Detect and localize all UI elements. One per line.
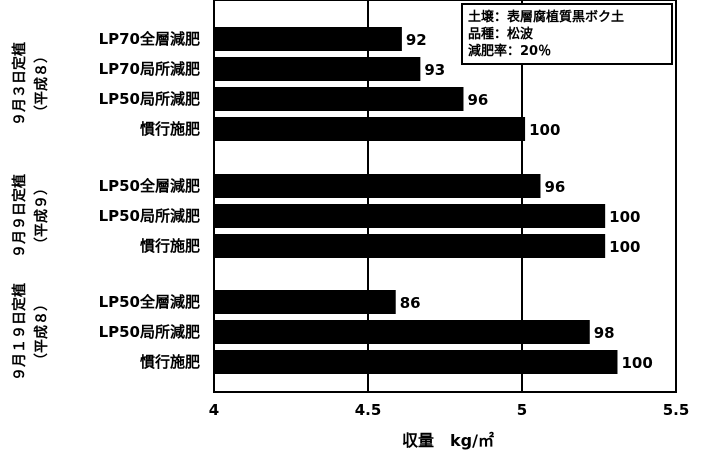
category-label: 慣行施肥 bbox=[140, 120, 200, 138]
group-label-sub: （平成８） bbox=[33, 297, 50, 367]
x-axis-title: 収量 kg/㎡ bbox=[402, 431, 494, 450]
bar bbox=[214, 57, 421, 81]
category-label: LP50全層減肥 bbox=[99, 177, 200, 195]
category-label: LP70局所減肥 bbox=[99, 60, 200, 78]
category-label: 慣行施肥 bbox=[140, 353, 200, 371]
x-tick-label: 4.5 bbox=[355, 401, 382, 419]
value-label: 86 bbox=[400, 294, 421, 312]
group-labels: ９月３日定植 （平成８） ９月９日定植 （平成９） ９月１９日定植 （平成８） bbox=[11, 42, 50, 381]
group-label-main: ９月９日定植 bbox=[11, 174, 28, 258]
value-label: 100 bbox=[609, 238, 640, 256]
group-label-main: ９月３日定植 bbox=[11, 42, 28, 126]
category-label: LP50局所減肥 bbox=[99, 207, 200, 225]
bars bbox=[214, 27, 618, 374]
group-label-main: ９月１９日定植 bbox=[11, 283, 28, 381]
legend-line-variety: 品種：松波 bbox=[468, 26, 534, 42]
x-tick-label: 5.5 bbox=[663, 401, 690, 419]
x-tick-labels: 4 4.5 5 5.5 bbox=[209, 401, 690, 419]
bar bbox=[214, 350, 618, 374]
value-label: 96 bbox=[467, 91, 488, 109]
category-label: LP70全層減肥 bbox=[99, 30, 200, 48]
x-tick-label: 4 bbox=[209, 401, 219, 419]
category-label: LP50局所減肥 bbox=[99, 323, 200, 341]
value-label: 92 bbox=[406, 31, 427, 49]
legend-box: 土壌：表層腐植質黒ボク土 品種：松波 減肥率：20％ bbox=[461, 3, 673, 65]
bar bbox=[214, 234, 606, 258]
bar bbox=[214, 204, 606, 228]
category-label: LP50局所減肥 bbox=[99, 90, 200, 108]
category-label: LP50全層減肥 bbox=[99, 293, 200, 311]
bar bbox=[214, 87, 464, 111]
category-labels: LP70全層減肥LP70局所減肥LP50局所減肥慣行施肥LP50全層減肥LP50… bbox=[99, 30, 200, 371]
x-tick-label: 5 bbox=[517, 401, 527, 419]
value-label: 98 bbox=[594, 324, 615, 342]
value-label: 93 bbox=[424, 61, 445, 79]
value-label: 100 bbox=[621, 354, 652, 372]
value-labels: 92 93 96 100 96 100 100 86 98 100 bbox=[400, 31, 653, 372]
value-label: 96 bbox=[544, 178, 565, 196]
bar bbox=[214, 174, 541, 198]
bar bbox=[214, 320, 590, 344]
legend-line-soil: 土壌：表層腐植質黒ボク土 bbox=[468, 9, 624, 25]
group-label-sub: （平成８） bbox=[33, 49, 50, 119]
category-label: 慣行施肥 bbox=[140, 237, 200, 255]
value-label: 100 bbox=[609, 208, 640, 226]
legend-line-rate: 減肥率：20％ bbox=[468, 43, 551, 59]
value-label: 100 bbox=[529, 121, 560, 139]
group-label-sub: （平成９） bbox=[33, 181, 50, 251]
bar bbox=[214, 290, 396, 314]
bar bbox=[214, 27, 402, 51]
bar bbox=[214, 117, 526, 141]
